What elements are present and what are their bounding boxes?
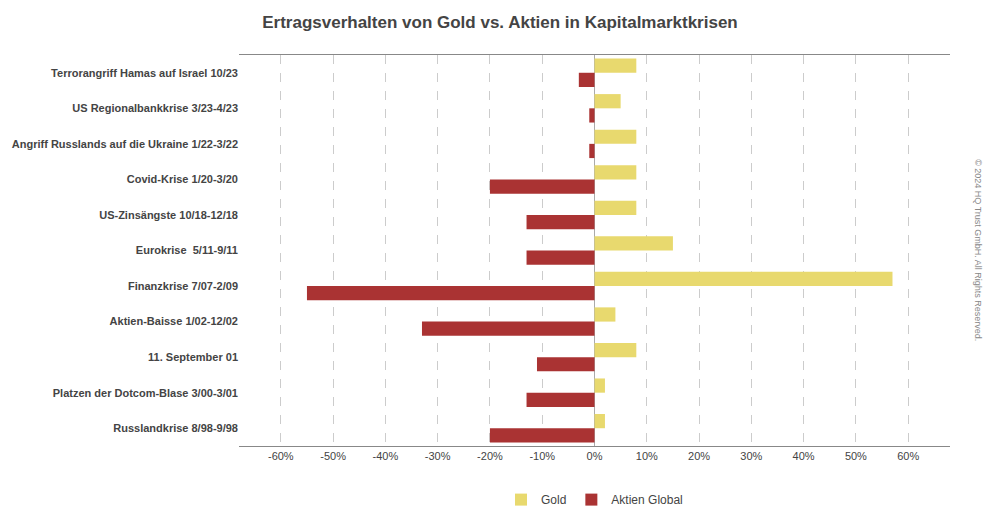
svg-text:60%: 60%: [897, 450, 919, 462]
svg-text:-20%: -20%: [477, 450, 503, 462]
svg-text:© 2024 HQ Trust GmbH. All Righ: © 2024 HQ Trust GmbH. All Rights Reserve…: [973, 159, 983, 341]
svg-text:Finanzkrise 7/07-2/09: Finanzkrise 7/07-2/09: [128, 280, 238, 292]
svg-text:Russlandkrise 8/98-9/98: Russlandkrise 8/98-9/98: [113, 422, 238, 434]
svg-text:Eurokrise 5/11-9/11: Eurokrise 5/11-9/11: [136, 244, 238, 256]
svg-text:Ertragsverhalten von Gold vs.: Ertragsverhalten von Gold vs. Aktien in …: [262, 13, 738, 32]
svg-text:50%: 50%: [845, 450, 867, 462]
svg-text:30%: 30%: [740, 450, 762, 462]
svg-text:Covid-Krise 1/20-3/20: Covid-Krise 1/20-3/20: [127, 173, 238, 185]
svg-text:-50%: -50%: [320, 450, 346, 462]
svg-text:-40%: -40%: [373, 450, 399, 462]
svg-text:0%: 0%: [587, 450, 603, 462]
svg-text:Aktien Global: Aktien Global: [611, 493, 682, 507]
svg-text:-30%: -30%: [425, 450, 451, 462]
svg-text:Gold: Gold: [541, 493, 566, 507]
svg-text:Terrorangriff Hamas auf Israel: Terrorangriff Hamas auf Israel 10/23: [51, 67, 238, 79]
svg-text:-60%: -60%: [268, 450, 294, 462]
svg-text:10%: 10%: [636, 450, 658, 462]
svg-text:Aktien-Baisse 1/02-12/02: Aktien-Baisse 1/02-12/02: [110, 315, 238, 327]
svg-text:20%: 20%: [688, 450, 710, 462]
svg-text:Angriff Russlands auf die Ukra: Angriff Russlands auf die Ukraine 1/22-3…: [12, 138, 238, 150]
svg-text:40%: 40%: [793, 450, 815, 462]
svg-text:-10%: -10%: [529, 450, 555, 462]
svg-text:US-Zinsängste 10/18-12/18: US-Zinsängste 10/18-12/18: [99, 209, 238, 221]
svg-text:US Regionalbankkrise 3/23-4/23: US Regionalbankkrise 3/23-4/23: [72, 102, 238, 114]
svg-text:Platzen der Dotcom-Blase 3/00-: Platzen der Dotcom-Blase 3/00-3/01: [53, 387, 238, 399]
svg-text:11. September 01: 11. September 01: [148, 351, 238, 363]
